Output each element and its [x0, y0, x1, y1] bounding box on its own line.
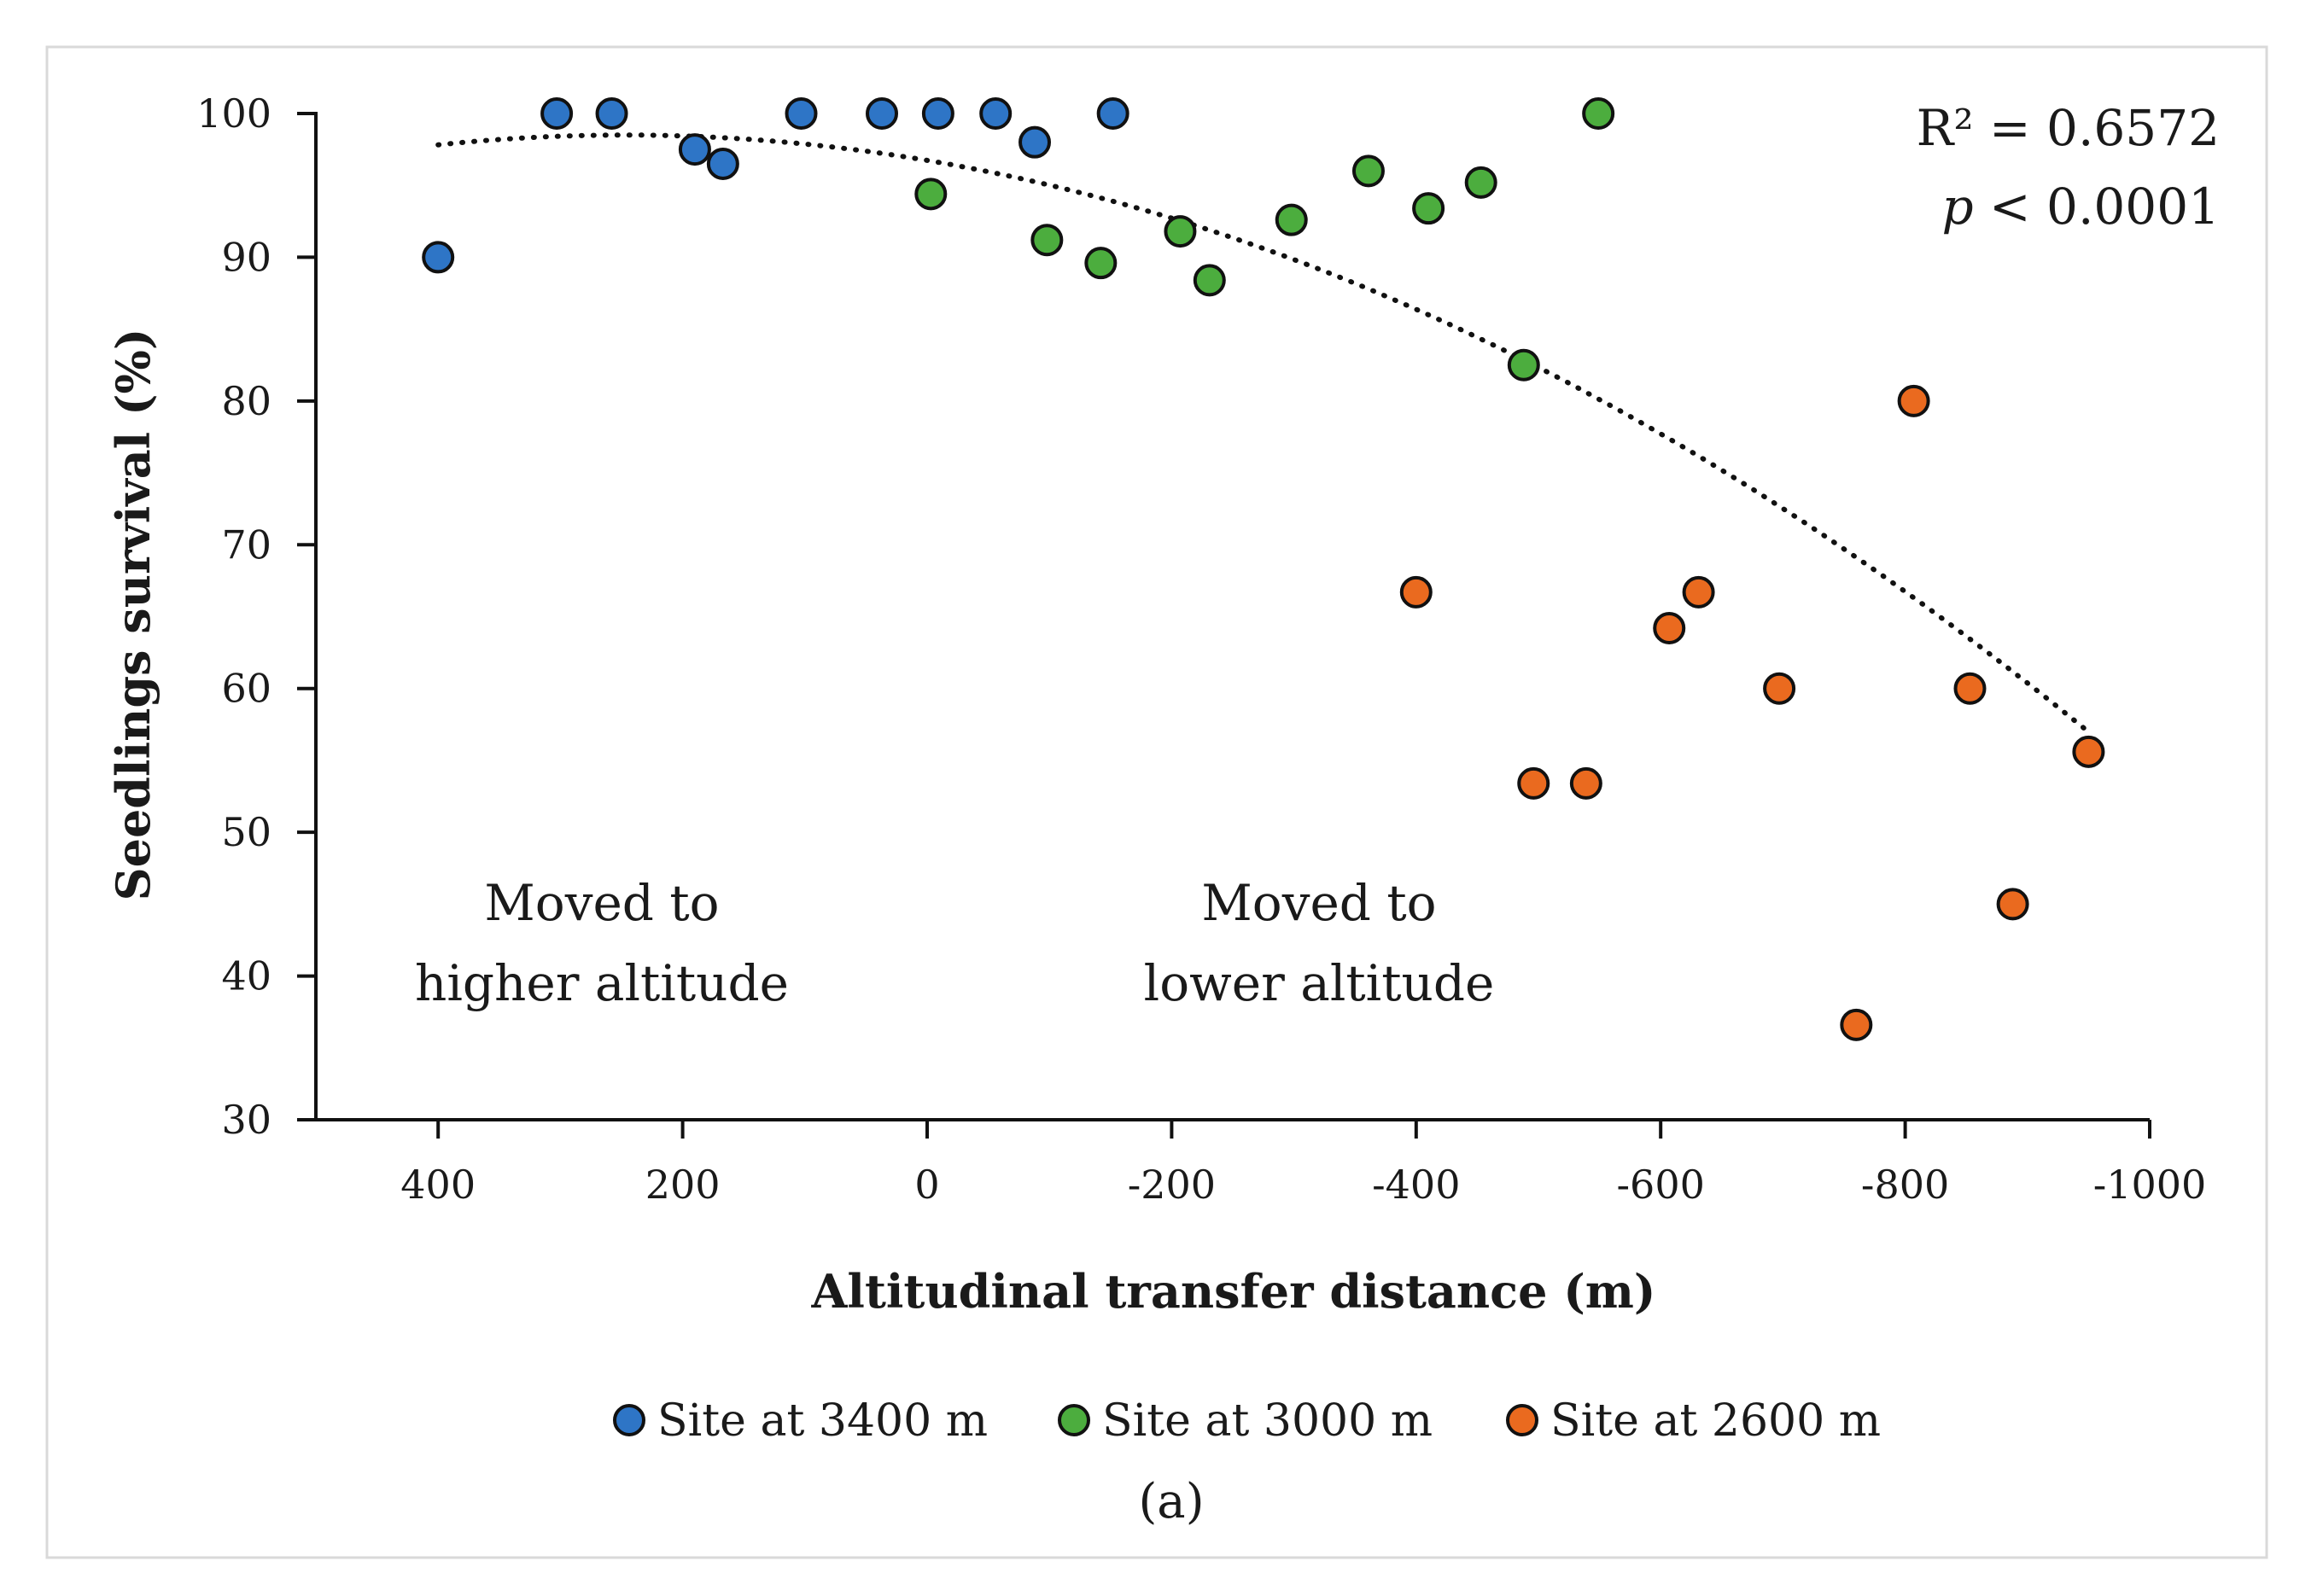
data-point — [785, 97, 818, 130]
data-point — [1412, 192, 1445, 225]
x-tick-label: -200 — [1128, 1162, 1216, 1208]
data-point — [1653, 611, 1686, 644]
y-tick-label: 100 — [196, 90, 271, 137]
data-point — [1084, 247, 1118, 280]
data-point — [1517, 766, 1550, 800]
legend-label-site-2600: Site at 2600 m — [1550, 1395, 1881, 1447]
data-point — [914, 178, 948, 211]
x-tick-label: -400 — [1372, 1162, 1460, 1208]
data-points — [422, 97, 2105, 1041]
r-squared-label: R² = 0.6572 — [1917, 99, 2220, 157]
x-tick-label: 400 — [400, 1162, 476, 1208]
data-point — [1193, 264, 1226, 297]
legend-label-site-3000: Site at 3000 m — [1102, 1395, 1433, 1447]
data-point — [2072, 735, 2105, 768]
data-point — [1030, 224, 1064, 257]
legend-label-site-3400: Site at 3400 m — [657, 1395, 988, 1447]
legend-marker-site-3400 — [613, 1404, 645, 1436]
data-point — [1763, 672, 1796, 705]
trendline — [435, 132, 2092, 735]
y-tick-label: 60 — [221, 666, 271, 712]
data-point — [1399, 575, 1433, 609]
chart-border — [45, 45, 2268, 1559]
trendline-path — [435, 132, 2092, 735]
data-point — [1019, 125, 1052, 159]
annotation-higher-line2: higher altitude — [415, 954, 789, 1012]
data-point — [595, 97, 628, 130]
y-tick-label: 80 — [221, 378, 271, 424]
figure-caption: (a) — [1138, 1474, 1204, 1529]
p-value-label: p < 0.0001 — [1941, 178, 2220, 236]
p-value-symbol: p — [1941, 178, 1973, 236]
x-tick-label: -600 — [1617, 1162, 1705, 1208]
x-tick-label: 200 — [645, 1162, 721, 1208]
annotation-lower-line1: Moved to — [1201, 874, 1436, 932]
data-point — [1682, 575, 1715, 609]
p-value-threshold: < 0.0001 — [1974, 178, 2220, 236]
y-tick-label: 50 — [221, 809, 271, 855]
annotation-lower-line2: lower altitude — [1144, 954, 1495, 1012]
data-point — [706, 147, 739, 180]
y-tick-label: 40 — [221, 953, 271, 999]
data-point — [540, 97, 574, 130]
series-2 — [1399, 384, 2105, 1041]
data-point — [1996, 888, 2029, 921]
data-point — [1507, 348, 1540, 382]
data-point — [1953, 672, 1987, 705]
data-point — [678, 133, 711, 166]
data-point — [979, 97, 1013, 130]
series-1 — [914, 97, 1615, 382]
data-point — [1351, 154, 1385, 188]
data-point — [1840, 1008, 1873, 1041]
y-tick-label: 30 — [221, 1097, 271, 1143]
y-tick-label: 90 — [221, 234, 271, 280]
x-tick-label: -1000 — [2093, 1162, 2207, 1208]
legend-marker-site-2600 — [1506, 1404, 1538, 1436]
data-point — [1569, 766, 1602, 800]
annotation-higher-line1: Moved to — [484, 874, 719, 932]
data-point — [866, 97, 899, 130]
data-point — [1275, 203, 1308, 236]
x-axis-title: Altitudinal transfer distance (m) — [811, 1264, 1656, 1319]
data-point — [921, 97, 954, 130]
x-tick-label: -800 — [1861, 1162, 1949, 1208]
data-point — [422, 241, 455, 274]
data-point — [1582, 97, 1615, 130]
legend-marker-site-3000 — [1058, 1404, 1090, 1436]
data-point — [1464, 166, 1497, 199]
data-point — [1096, 97, 1129, 130]
x-tick-label: 0 — [914, 1162, 939, 1208]
series-0 — [422, 97, 1129, 274]
data-point — [1897, 384, 1930, 417]
y-tick-label: 70 — [221, 521, 271, 568]
y-axis-title: Seedlings survival (%) — [106, 329, 161, 901]
axes: 400 200 0 -200 -400 -600 -800 -1000 30 40 50 60 70 80… — [196, 90, 2206, 1208]
data-point — [1164, 215, 1197, 248]
legend: Site at 3400 m Site at 3000 m Site at 26… — [613, 1395, 1881, 1447]
